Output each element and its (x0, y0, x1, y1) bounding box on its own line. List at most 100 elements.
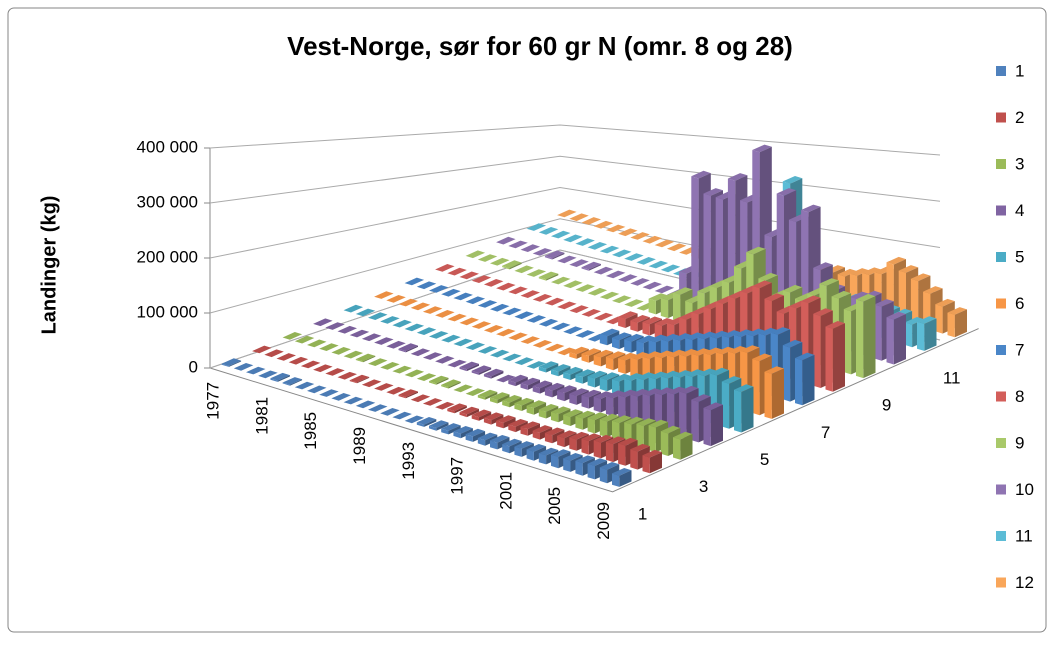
bar-top (483, 412, 504, 421)
bar (618, 395, 626, 420)
bar-top (416, 327, 437, 335)
bar-top (642, 449, 662, 458)
bar-top (520, 336, 540, 344)
bar-top (642, 281, 662, 290)
bar (618, 316, 626, 328)
bar (593, 440, 601, 459)
bar-top (276, 353, 296, 361)
bar-top (776, 188, 797, 196)
bar-top (654, 387, 675, 396)
bar-side (546, 273, 559, 281)
bar-side (533, 402, 547, 415)
bar-top (575, 369, 595, 377)
bar-top (337, 371, 357, 380)
bar-top (666, 243, 687, 252)
bar (483, 374, 492, 379)
bar (813, 313, 821, 388)
bar-top (313, 364, 333, 373)
bar-side (832, 323, 845, 392)
bar-top (721, 376, 742, 384)
bar-top (331, 393, 351, 401)
bar (599, 419, 608, 438)
bar-top (252, 345, 272, 354)
bar-top (563, 409, 583, 417)
bar-top (313, 318, 333, 327)
bar (544, 388, 553, 398)
bar-top (368, 312, 388, 320)
bar (630, 320, 638, 332)
legend-swatch (996, 577, 1006, 588)
bar-top (386, 340, 406, 349)
bar (459, 367, 467, 372)
chart-frame (7, 7, 1047, 633)
bar-top (514, 441, 534, 449)
bar (502, 265, 510, 270)
bar-top (429, 331, 449, 339)
legend-swatch (996, 345, 1006, 355)
legend-label: 3 (1015, 154, 1024, 173)
bar (660, 431, 669, 456)
bar-top (605, 270, 626, 279)
bar-top (544, 343, 565, 352)
bar-top (618, 228, 638, 237)
legend-swatch (996, 159, 1006, 169)
bar-top (551, 322, 571, 331)
bar-top (782, 284, 803, 293)
bar-top (666, 386, 687, 395)
bar-top (435, 264, 455, 272)
bar-side (448, 425, 461, 435)
bar-top (233, 363, 254, 371)
bar (551, 454, 559, 469)
bar-top (465, 342, 486, 350)
bar (599, 377, 608, 392)
grid-line (209, 124, 941, 156)
bar (471, 370, 479, 375)
legend-label: 12 (1015, 573, 1034, 592)
bar-top (801, 204, 821, 213)
bar-top (355, 308, 376, 317)
bar-top (636, 372, 656, 380)
bar-top (679, 385, 699, 394)
bar-top (612, 249, 632, 258)
bar-top (886, 256, 906, 265)
bar-top (453, 384, 473, 393)
bar-top (508, 332, 528, 341)
z-tick-label: 9 (882, 396, 891, 415)
bar-top (563, 366, 583, 375)
floor-edge (209, 328, 979, 493)
bar (605, 441, 614, 463)
bar-top (374, 337, 394, 345)
bar-top (746, 328, 766, 337)
bar-top (453, 338, 473, 347)
bar-top (410, 348, 431, 357)
y-axis-label: Landinger (kg) (38, 196, 60, 335)
bar-top (361, 333, 382, 342)
bar-top (605, 224, 626, 233)
bar-top (599, 291, 620, 300)
legend-label: 6 (1015, 294, 1024, 313)
bar-top (581, 261, 601, 270)
bar-top (618, 389, 638, 398)
bar (795, 358, 803, 406)
bar-top (703, 402, 723, 411)
bar (630, 357, 638, 378)
bar (648, 298, 656, 315)
bar-top (685, 369, 705, 377)
bar (429, 425, 437, 431)
bar-top (361, 379, 382, 388)
bar (904, 322, 913, 348)
bar (642, 322, 650, 336)
bar-top (587, 242, 608, 250)
bar-top (874, 299, 894, 307)
bar-top (490, 257, 510, 266)
bar-top (526, 444, 547, 452)
bar-top (856, 293, 876, 302)
bar-top (398, 389, 418, 397)
bar (544, 255, 553, 260)
bar (526, 449, 534, 461)
x-tick-label: 1977 (204, 382, 223, 420)
bar (520, 426, 528, 436)
bar-top (721, 330, 742, 338)
